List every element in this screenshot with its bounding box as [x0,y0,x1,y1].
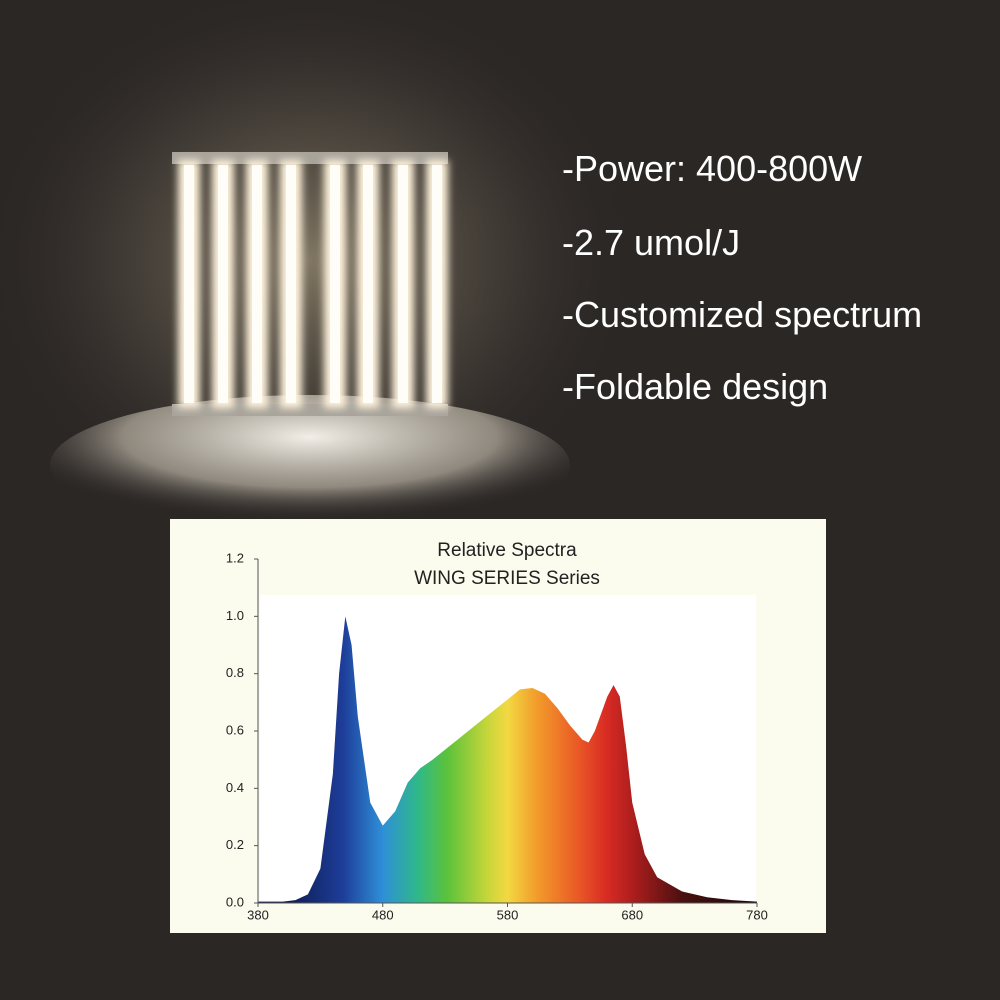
x-tick-label: 580 [497,907,519,922]
y-tick-label: 0.2 [226,837,244,852]
spectrum-area [258,616,757,903]
y-tick-label: 0.8 [226,665,244,680]
y-tick-label: 0.6 [226,722,244,737]
feature: -2.7 umol/J [562,222,741,263]
chart-title: Relative Spectra [437,540,577,561]
x-tick-label: 680 [621,907,643,922]
x-tick-label: 380 [247,907,269,922]
x-tick-label: 780 [746,907,768,922]
chart: Relative Spectra WING SERIES Series 0.0 0… [170,519,826,933]
feature: -Power: 400-800W [562,148,863,189]
y-tick-label: 0.4 [226,780,244,795]
x-tick-label: 480 [372,907,394,922]
y-tick-label: 1.2 [226,550,244,565]
y-tick-label: 1.0 [226,608,244,623]
feature: -Foldable design [562,366,829,407]
chart-subtitle: WING SERIES Series [414,568,600,589]
feature: -Customized spectrum [562,294,923,335]
lamp-photo [0,0,640,520]
y-tick-label: 0.0 [226,894,244,909]
